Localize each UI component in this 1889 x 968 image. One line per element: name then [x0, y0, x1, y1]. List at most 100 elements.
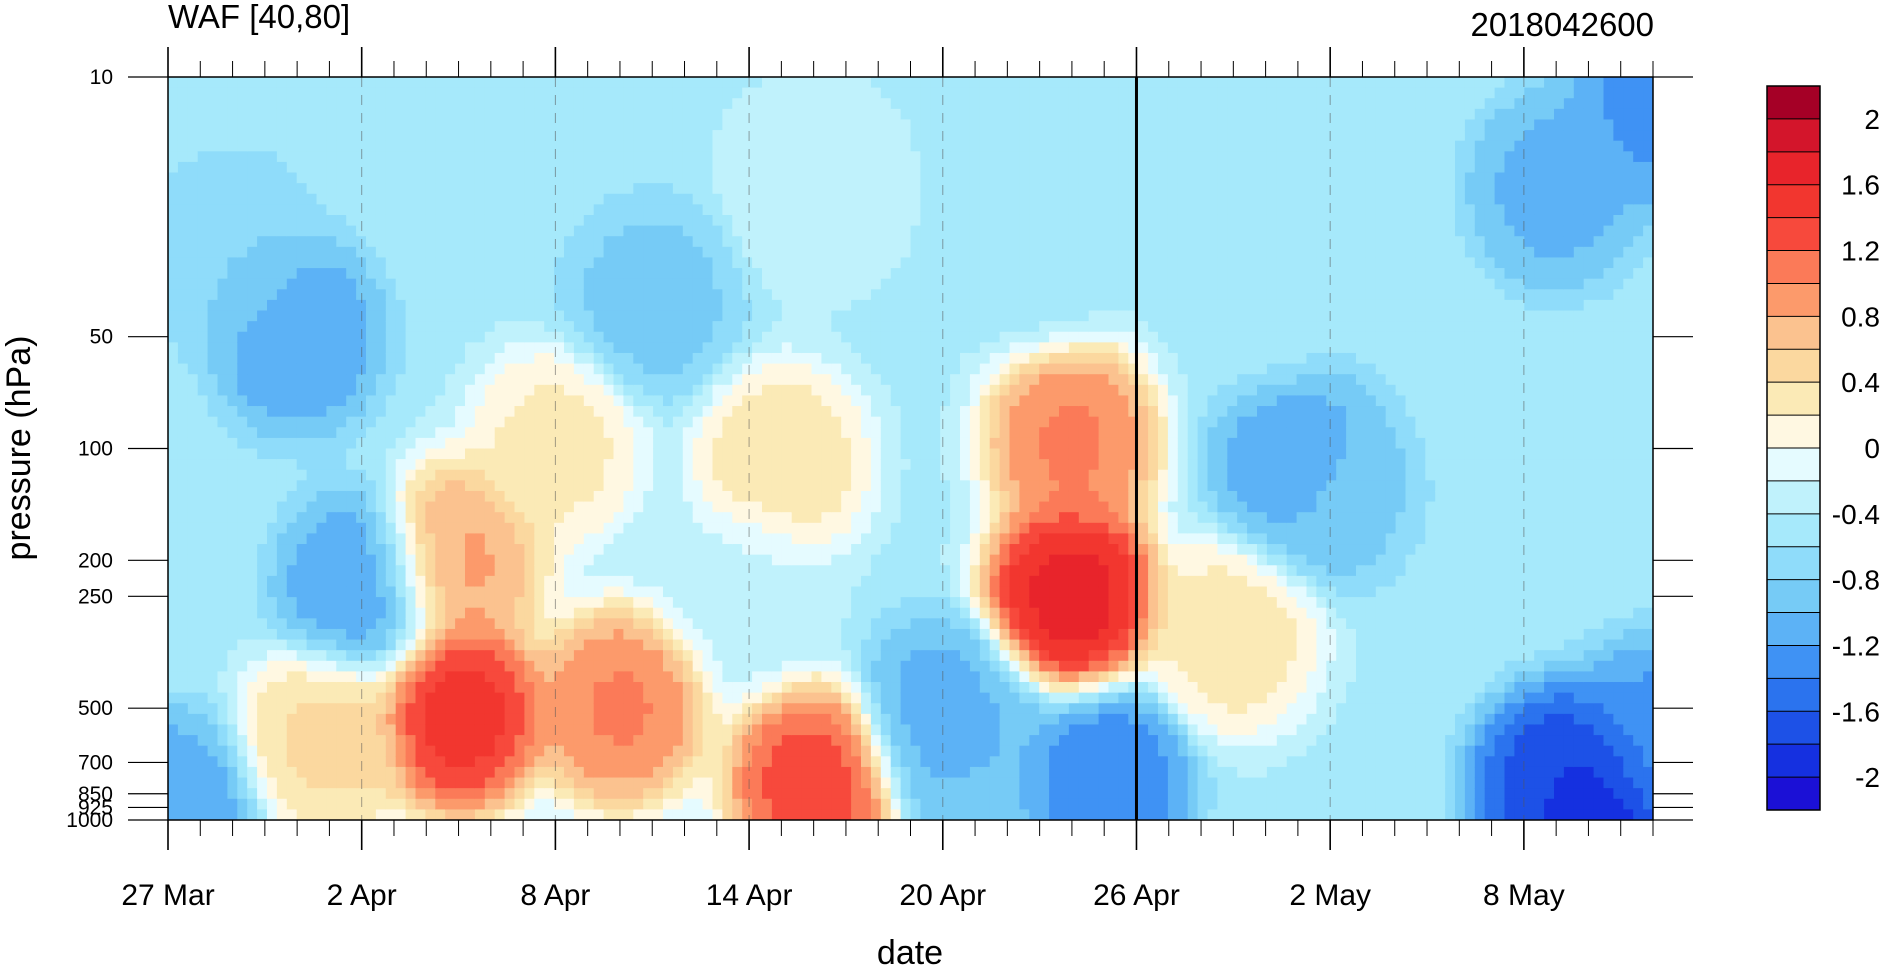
contour-cell: [821, 140, 832, 152]
contour-cell: [801, 682, 813, 694]
contour-cell: [296, 172, 308, 184]
contour-cell: [573, 257, 585, 269]
contour-cell: [692, 459, 704, 471]
contour-cell: [366, 108, 377, 121]
contour-cell: [554, 448, 565, 460]
contour-cell: [732, 416, 743, 428]
contour-cell: [237, 607, 248, 619]
contour-cell: [534, 363, 545, 375]
contour-cell: [821, 554, 832, 566]
contour-cell: [762, 490, 773, 503]
contour-cell: [692, 278, 704, 290]
contour-cell: [247, 586, 258, 598]
contour-cell: [801, 87, 813, 99]
contour-cell: [286, 406, 298, 418]
contour-cell: [742, 77, 753, 89]
contour-cell: [821, 289, 832, 301]
contour-cell: [663, 257, 674, 269]
contour-cell: [296, 512, 308, 524]
contour-cell: [514, 299, 525, 312]
contour-cell: [851, 151, 862, 163]
contour-cell: [851, 703, 862, 715]
contour-cell: [593, 713, 605, 726]
contour-cell: [494, 140, 506, 152]
contour-cell: [544, 427, 555, 439]
contour-cell: [861, 299, 872, 312]
contour-cell: [494, 183, 506, 195]
contour-cell: [732, 183, 743, 195]
contour-cell: [267, 437, 278, 450]
contour-cell: [633, 788, 644, 800]
contour-cell: [583, 352, 595, 365]
contour-cell: [227, 246, 238, 259]
contour-cell: [405, 682, 417, 694]
contour-cell: [623, 459, 634, 471]
contour-cell: [742, 151, 753, 163]
contour-cell: [811, 544, 822, 556]
contour-cell: [851, 745, 862, 757]
contour-cell: [445, 586, 456, 598]
contour-cell: [583, 522, 595, 535]
contour-cell: [405, 98, 417, 110]
contour-cell: [425, 363, 436, 375]
contour-cell: [781, 236, 793, 248]
contour-cell: [583, 554, 595, 566]
contour-cell: [653, 87, 664, 99]
contour-cell: [227, 151, 238, 163]
contour-cell: [722, 745, 733, 757]
contour-cell: [762, 522, 773, 535]
contour-cell: [702, 618, 714, 630]
contour-cell: [831, 724, 842, 736]
contour-cell: [247, 713, 258, 726]
contour-cell: [771, 490, 783, 503]
contour-cell: [445, 299, 456, 312]
contour-cell: [267, 809, 278, 820]
contour-cell: [593, 597, 605, 609]
contour-cell: [791, 225, 803, 237]
contour-cell: [306, 268, 318, 280]
contour-cell: [643, 342, 654, 354]
contour-cell: [494, 363, 506, 375]
contour-cell: [524, 724, 535, 736]
contour-cell: [821, 628, 832, 641]
contour-cell: [583, 766, 595, 779]
contour-cell: [554, 459, 565, 471]
contour-cell: [484, 448, 496, 460]
contour-cell: [682, 639, 694, 651]
contour-cell: [346, 77, 357, 89]
contour-cell: [385, 724, 397, 736]
contour-cell: [573, 575, 585, 588]
contour-cell: [207, 448, 219, 460]
contour-cell: [643, 427, 654, 439]
contour-cell: [623, 692, 634, 704]
contour-cell: [415, 501, 426, 513]
contour-cell: [474, 374, 486, 386]
contour-cell: [841, 650, 852, 662]
contour-cell: [791, 406, 803, 418]
contour-cell: [207, 745, 219, 757]
contour-cell: [762, 395, 773, 407]
contour-cell: [603, 798, 615, 810]
contour-cell: [771, 204, 783, 216]
contour-cell: [791, 692, 803, 704]
contour-cell: [821, 618, 832, 630]
contour-cell: [534, 183, 545, 195]
contour-cell: [227, 650, 238, 662]
contour-cell: [375, 490, 387, 503]
contour-cell: [544, 437, 555, 450]
contour-cell: [425, 512, 436, 524]
contour-cell: [276, 777, 288, 789]
contour-cell: [296, 809, 308, 820]
contour-cell: [385, 575, 397, 588]
contour-cell: [762, 384, 773, 397]
contour-cell: [544, 342, 555, 354]
contour-cell: [573, 586, 585, 598]
contour-cell: [821, 363, 832, 375]
contour-cell: [514, 119, 525, 131]
contour-cell: [336, 618, 347, 630]
contour-cell: [752, 660, 763, 672]
contour-cell: [564, 352, 575, 365]
contour-cell: [326, 586, 337, 598]
contour-cell: [752, 788, 763, 800]
contour-cell: [257, 108, 268, 121]
